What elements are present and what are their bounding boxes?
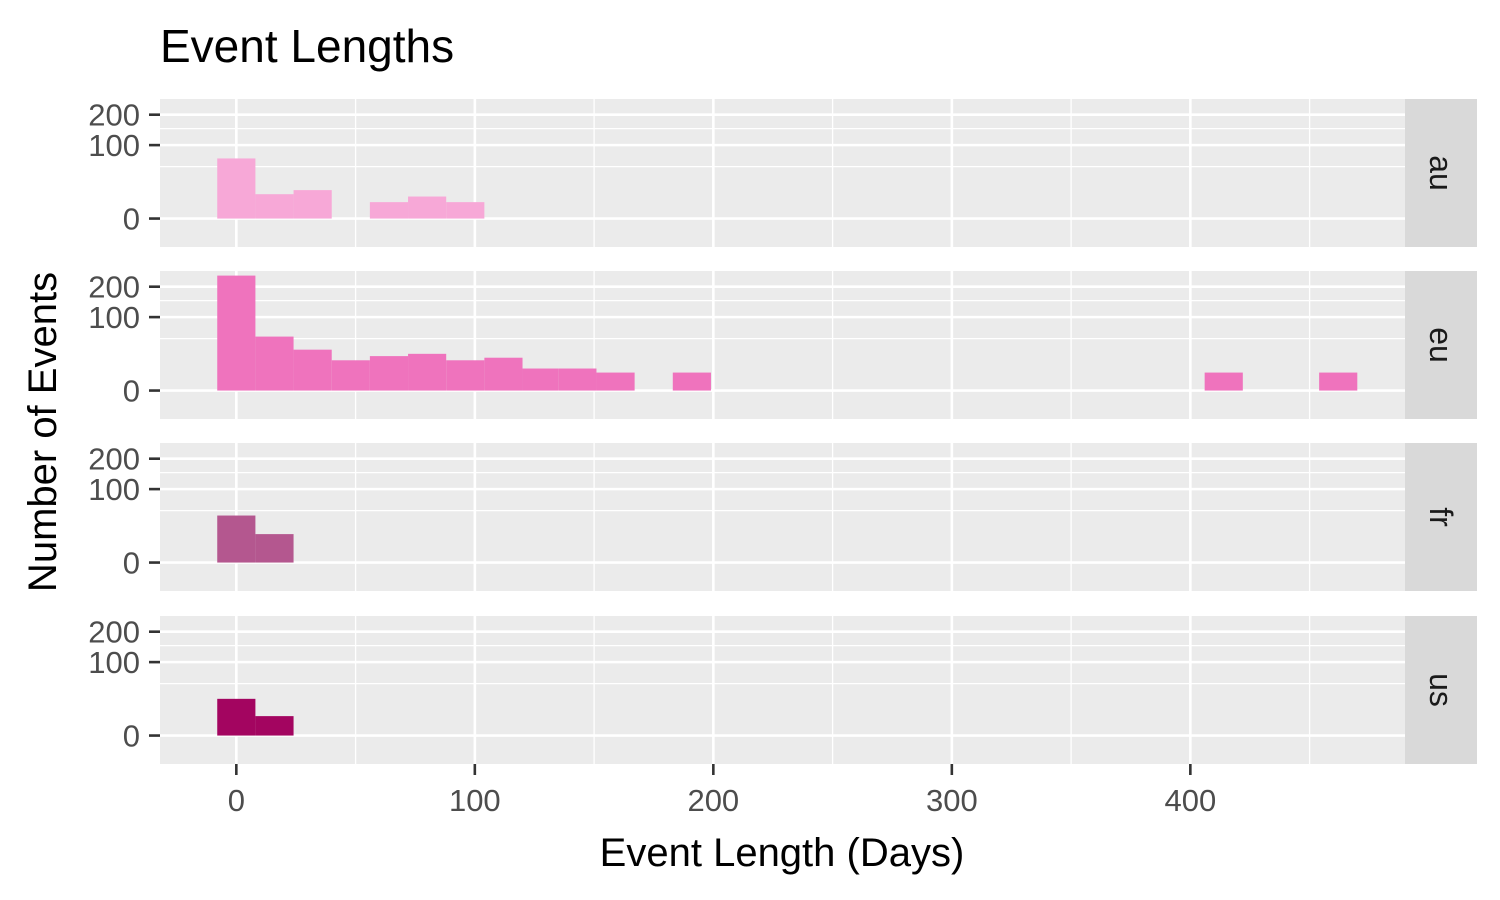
y-tick-label: 200 <box>88 615 140 650</box>
y-tick-label: 100 <box>88 645 140 680</box>
y-tick-label: 0 <box>123 719 140 754</box>
histogram-bar <box>369 356 409 391</box>
facet-strip-label: au <box>1423 155 1459 191</box>
x-tick-label: 0 <box>228 783 245 818</box>
histogram-bar <box>446 202 485 219</box>
facet-strip-label: us <box>1423 673 1459 707</box>
y-tick-label: 0 <box>123 546 140 581</box>
y-tick-label: 0 <box>123 202 140 237</box>
histogram-bar <box>446 360 485 391</box>
facet-strip <box>1405 99 1477 247</box>
panel-background <box>160 99 1405 247</box>
facet-strip <box>1405 616 1477 764</box>
y-tick-label: 100 <box>88 300 140 335</box>
histogram-bar <box>255 716 294 736</box>
y-tick-label: 200 <box>88 270 140 305</box>
y-axis-title: Number of Events <box>21 272 65 592</box>
y-tick-label: 100 <box>88 472 140 507</box>
facet-strip-label: fr <box>1423 507 1459 527</box>
panel-background <box>160 443 1405 591</box>
panel-background <box>160 271 1405 419</box>
y-tick-label: 100 <box>88 128 140 163</box>
histogram-bar <box>596 372 635 391</box>
x-tick-label: 200 <box>687 783 739 818</box>
histogram-bar <box>217 275 256 391</box>
histogram-bar <box>255 194 294 219</box>
y-tick-label: 200 <box>88 442 140 477</box>
histogram-bar <box>522 368 559 391</box>
histogram-bar <box>293 349 332 391</box>
histogram-bar <box>255 336 294 391</box>
x-tick-label: 400 <box>1164 783 1216 818</box>
x-tick-label: 100 <box>449 783 501 818</box>
histogram-bar <box>1204 372 1243 391</box>
histogram-bar <box>558 368 597 391</box>
histogram-bar <box>672 372 711 391</box>
histogram-bar <box>217 698 256 736</box>
histogram-bar <box>217 158 256 219</box>
y-tick-label: 0 <box>123 374 140 409</box>
histogram-bar <box>255 534 294 563</box>
facet-strip <box>1405 271 1477 419</box>
x-axis: 0 100 200 300 400 <box>228 764 1216 818</box>
y-tick-label: 200 <box>88 98 140 133</box>
x-axis-title: Event Length (Days) <box>600 831 965 875</box>
histogram-bar <box>1319 372 1358 391</box>
histogram-bar <box>217 515 256 563</box>
facet-strip-label: eu <box>1423 327 1459 363</box>
histogram-bar <box>369 202 409 219</box>
x-tick-label: 300 <box>926 783 978 818</box>
chart-title: Event Lengths <box>160 20 454 72</box>
panel-background <box>160 616 1405 764</box>
histogram-bar <box>293 190 332 219</box>
histogram-bar <box>331 360 370 391</box>
histogram-bar <box>484 357 523 391</box>
facet-strip <box>1405 443 1477 591</box>
histogram-bar <box>408 353 447 391</box>
histogram-bar <box>408 196 447 219</box>
